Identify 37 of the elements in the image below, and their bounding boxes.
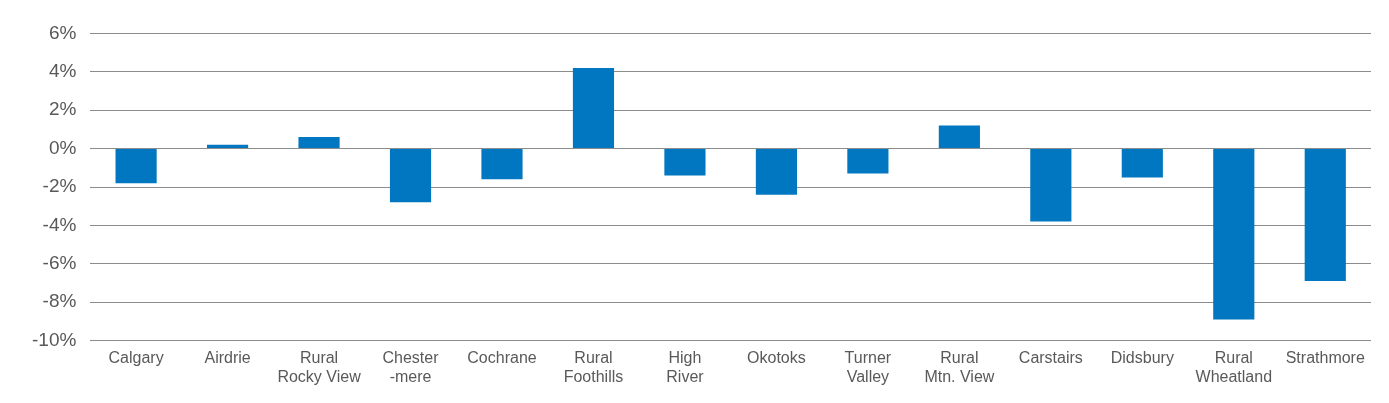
y-tick-label: -4%	[42, 213, 77, 235]
y-tick-label: -6%	[42, 252, 77, 274]
bar	[1213, 149, 1255, 320]
x-tick-label: Airdrie	[204, 348, 251, 366]
x-tick-label: Cochrane	[467, 348, 537, 366]
bar	[572, 67, 615, 149]
bar	[298, 137, 340, 149]
bar	[389, 149, 432, 203]
x-tick-label: Turner Valley	[844, 348, 892, 385]
y-tick-label: 4%	[48, 60, 77, 82]
bar	[755, 149, 797, 195]
x-tick-label: Rural Mtn. View	[924, 348, 995, 385]
bar	[1304, 149, 1346, 282]
x-tick-label: High River	[666, 348, 705, 385]
y-tick-label: 0%	[48, 136, 77, 158]
y-tick-label: -8%	[42, 290, 77, 312]
x-tick-label: Rural Wheatland	[1195, 348, 1273, 385]
bar	[664, 149, 706, 176]
bar	[481, 149, 523, 180]
bar	[847, 149, 889, 174]
x-tick-label: Strathmore	[1285, 348, 1365, 366]
y-tick-label: -10%	[32, 328, 77, 350]
x-tick-label: Rural Rocky View	[277, 348, 362, 385]
bar	[938, 125, 980, 149]
x-tick-label: Carstairs	[1018, 348, 1083, 366]
bar	[206, 144, 249, 149]
x-tick-label: Rural Foothills	[563, 348, 624, 385]
x-tick-label: Okotoks	[747, 348, 806, 366]
bar	[115, 149, 157, 184]
bar	[1121, 149, 1163, 178]
y-tick-label: 6%	[48, 21, 77, 43]
y-tick-label: 2%	[48, 98, 77, 120]
x-tick-label: Didsbury	[1110, 348, 1174, 366]
x-tick-label: Chester -mere	[382, 348, 440, 385]
bar	[1030, 149, 1072, 222]
y-tick-label: -2%	[42, 175, 77, 197]
x-tick-label: Calgary	[108, 348, 164, 366]
